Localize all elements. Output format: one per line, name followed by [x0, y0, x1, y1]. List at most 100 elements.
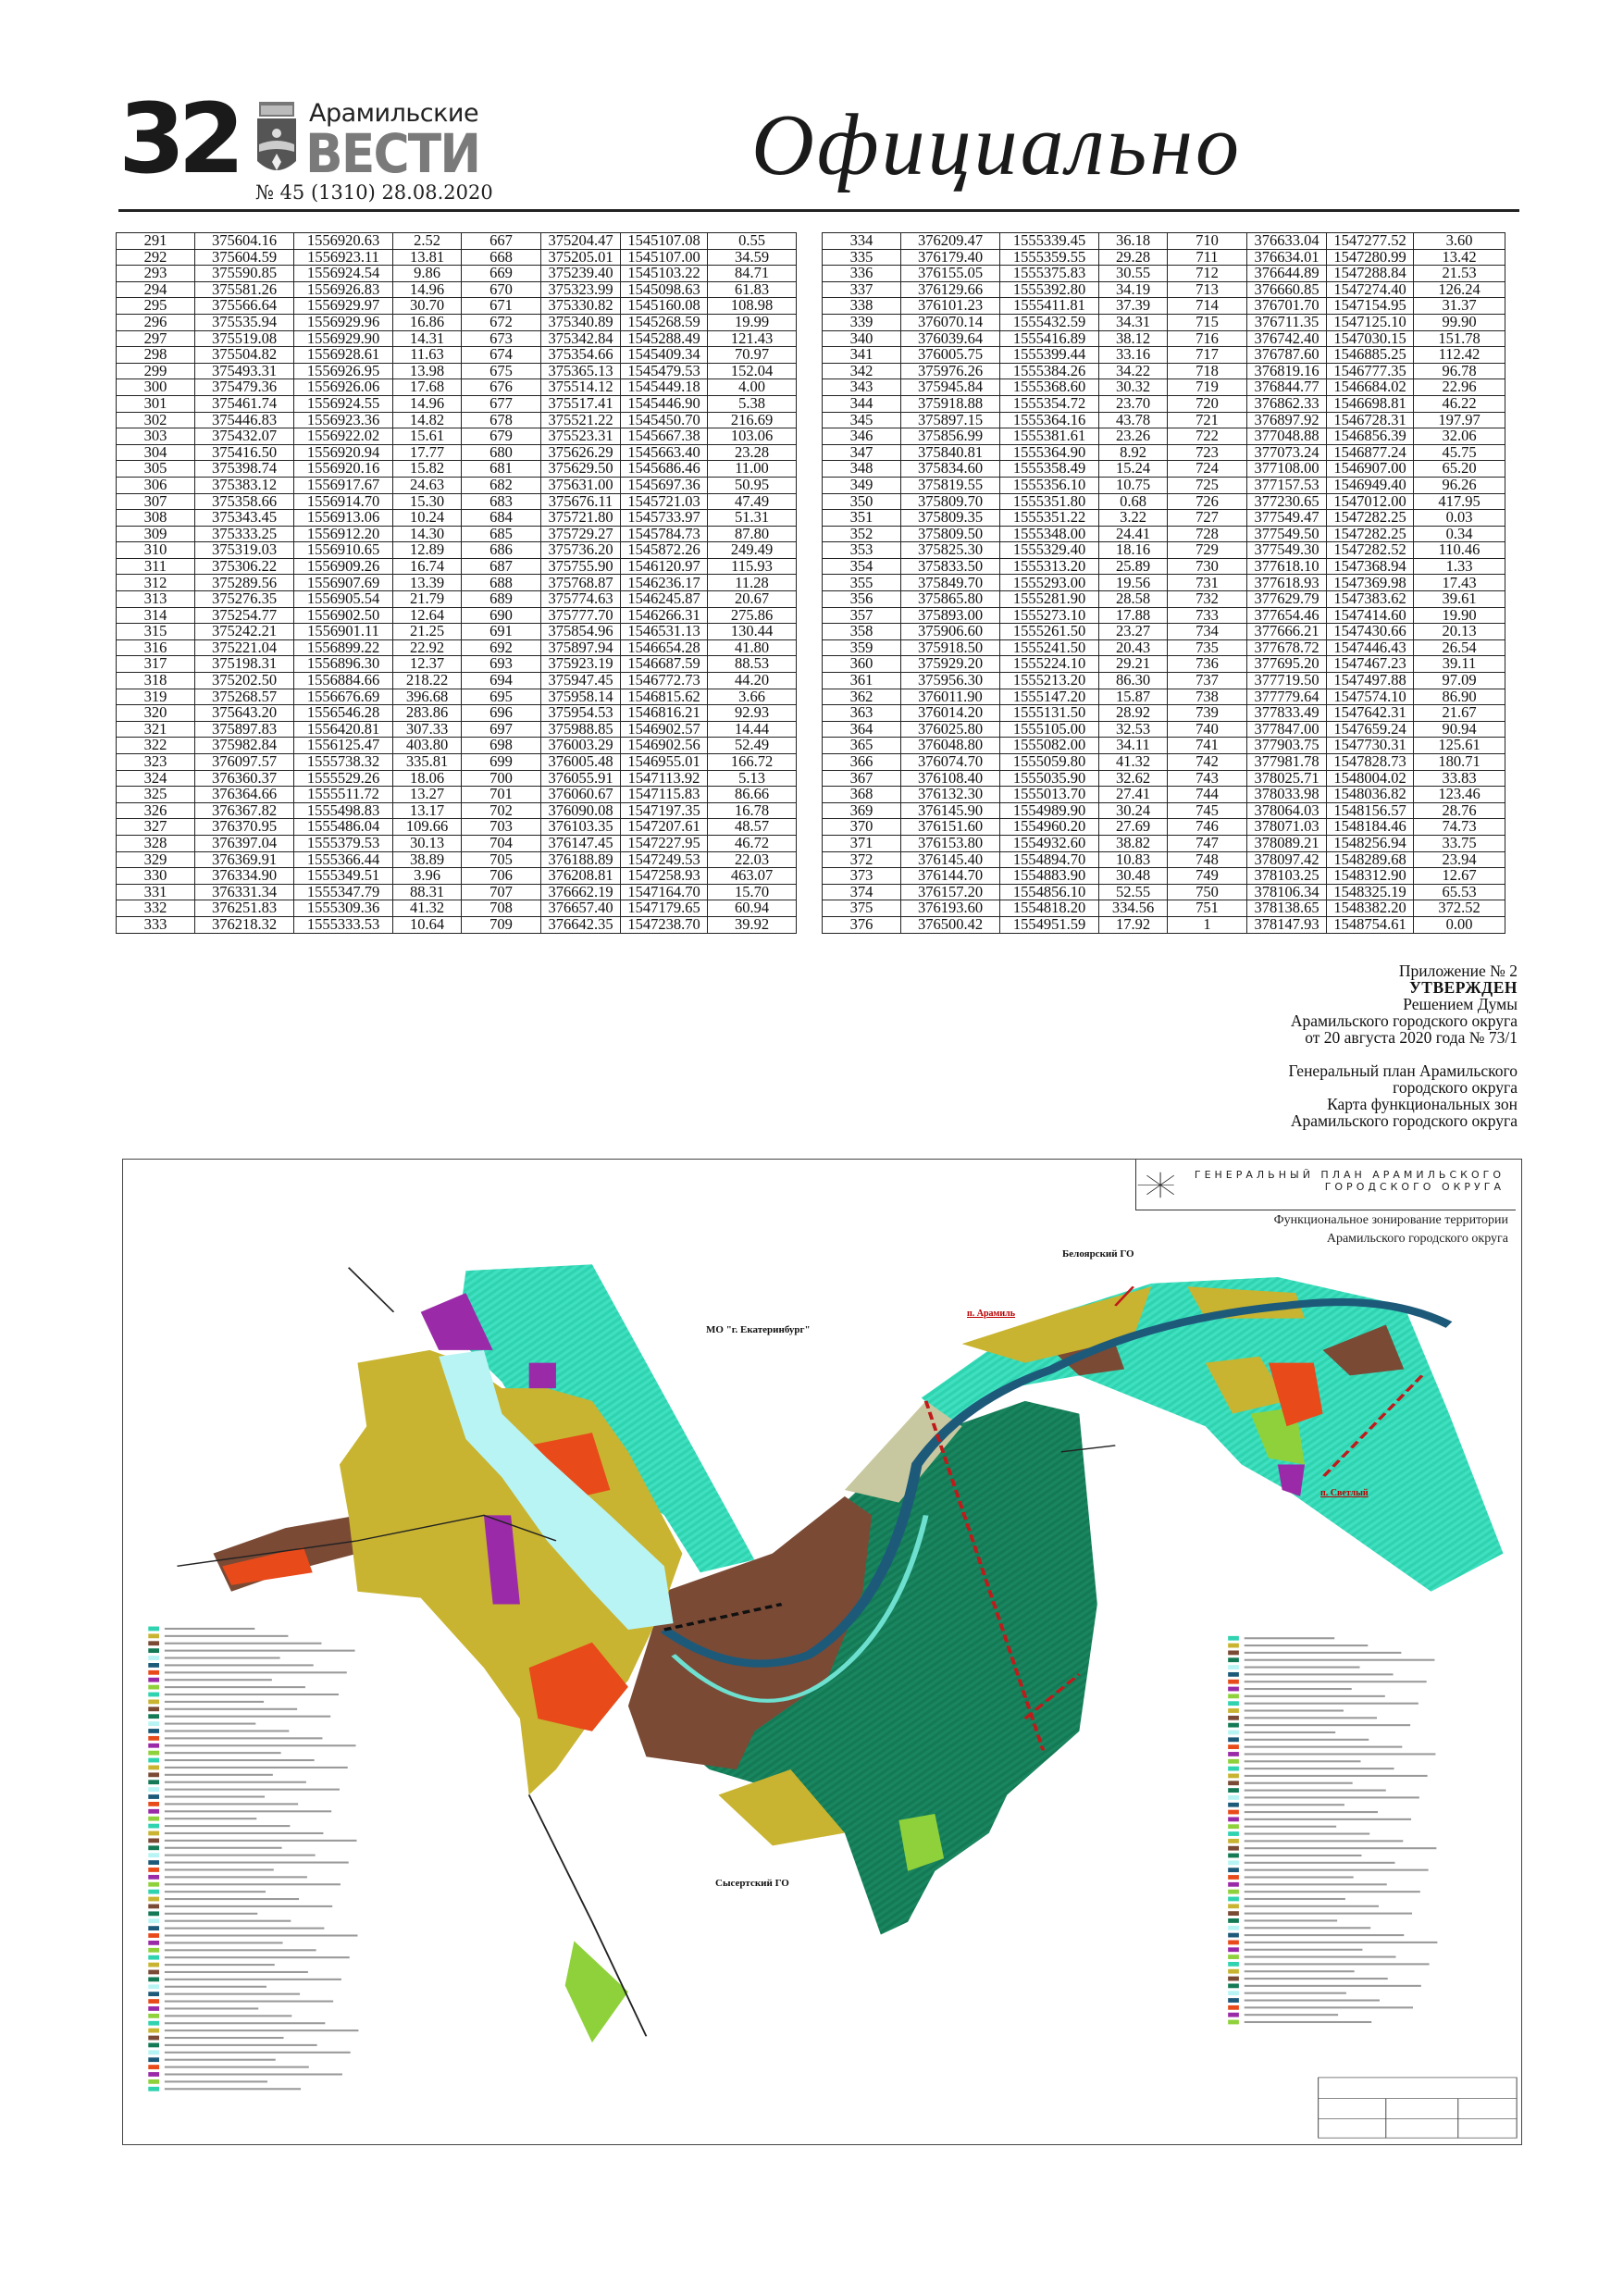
distance-cell: 11.63	[392, 346, 462, 364]
y-coordinate-cell: 1555358.49	[999, 460, 1099, 478]
point-number-cell: 697	[461, 720, 541, 738]
y-coordinate-cell: 1547274.40	[1326, 280, 1414, 299]
point-number-cell: 722	[1167, 428, 1247, 445]
lake	[439, 1349, 674, 1630]
point-number-cell: 751	[1167, 900, 1247, 917]
legend-swatch	[1228, 1781, 1239, 1786]
x-coordinate-cell: 376500.42	[900, 915, 1000, 934]
table-row: 310 375319.03 1556910.65 12.89 686 375736.20 1…	[116, 541, 797, 559]
y-coordinate-cell: 1555359.55	[999, 248, 1099, 267]
legend-swatch	[148, 1669, 159, 1675]
table-row: 329 376369.91 1555366.44 38.89 705 376188.89 1…	[116, 850, 797, 869]
legend-swatch	[148, 2042, 159, 2048]
legend-text-line	[1244, 1658, 1435, 1661]
table-row: 370 376151.60 1554960.20 27.69 746 378071.03 1…	[822, 818, 1505, 836]
point-number-cell: 305	[116, 460, 195, 478]
point-number-cell: 714	[1167, 297, 1247, 315]
point-number-cell: 325	[116, 786, 195, 803]
x-coordinate-cell: 376153.80	[900, 834, 1000, 852]
table-row: 312 375289.56 1556907.69 13.39 688 375768.87 1…	[116, 574, 797, 592]
legend-swatch	[148, 2006, 159, 2011]
x-coordinate-cell: 375504.82	[194, 346, 294, 364]
legend-text-line	[164, 1664, 314, 1667]
point-number-cell: 326	[116, 801, 195, 820]
legend-text-line	[1244, 2020, 1372, 2024]
distance-cell: 216.69	[707, 411, 797, 429]
distance-cell: 152.04	[707, 362, 797, 380]
map-title-line: ГОРОДСКОГО ОКРУГА	[1324, 1181, 1505, 1193]
legend-text-line	[164, 1788, 340, 1791]
distance-cell: 30.24	[1098, 801, 1168, 820]
distance-cell: 39.11	[1413, 655, 1505, 674]
legend-swatch	[1228, 1809, 1239, 1815]
x-coordinate-cell: 375825.30	[900, 541, 1000, 559]
point-number-cell: 731	[1167, 574, 1247, 592]
legend-text-line	[164, 2080, 267, 2083]
x-coordinate-cell: 378025.71	[1246, 769, 1327, 788]
x-coordinate-cell: 378103.25	[1246, 867, 1327, 885]
legend-text-line	[1244, 1781, 1353, 1784]
legend-swatch	[148, 1626, 159, 1632]
x-coordinate-cell: 375834.60	[900, 460, 1000, 478]
point-number-cell: 323	[116, 753, 195, 771]
legend-text-line	[164, 1759, 315, 1762]
x-coordinate-cell: 375897.15	[900, 411, 1000, 429]
legend-swatch	[148, 1641, 159, 1646]
legend-text-line	[164, 1854, 316, 1856]
distance-cell: 19.99	[707, 313, 797, 331]
distance-cell: 19.56	[1098, 574, 1168, 592]
point-number-cell: 296	[116, 313, 195, 331]
legend-text-line	[164, 1803, 299, 1806]
table-row: 302 375446.83 1556923.36 14.82 678 375521.22 1…	[116, 411, 797, 429]
legend-swatch	[1228, 1904, 1239, 1909]
x-coordinate-cell: 375774.63	[540, 590, 621, 608]
y-coordinate-cell: 1547115.83	[620, 786, 708, 803]
x-coordinate-cell: 376657.40	[540, 900, 621, 917]
legend-text-line	[164, 1927, 325, 1930]
table-row: 349 375819.55 1555356.10 10.75 725 377157.53 1…	[822, 476, 1505, 494]
y-coordinate-cell: 1546728.31	[1326, 411, 1414, 429]
legend-text-line	[1244, 1818, 1412, 1820]
point-number-cell: 344	[822, 394, 901, 413]
point-number-cell: 707	[461, 883, 541, 901]
distance-cell: 97.09	[1413, 672, 1505, 689]
distance-cell: 14.96	[392, 394, 462, 413]
table-row: 308 375343.45 1556913.06 10.24 684 375721.80 1…	[116, 509, 797, 527]
point-number-cell: 713	[1167, 280, 1247, 299]
point-number-cell: 331	[116, 883, 195, 901]
y-coordinate-cell: 1546236.17	[620, 574, 708, 592]
x-coordinate-cell: 376090.08	[540, 801, 621, 820]
x-coordinate-cell: 376014.20	[900, 704, 1000, 722]
map-title-line: ГЕНЕРАЛЬНЫЙ ПЛАН АРАМИЛЬСКОГО	[1194, 1169, 1505, 1181]
legend-swatch	[1228, 1773, 1239, 1779]
table-row: 300 375479.36 1556926.06 17.68 676 375514.12 1…	[116, 379, 797, 396]
y-coordinate-cell: 1556913.06	[293, 509, 393, 527]
legend-text-line	[1244, 1738, 1369, 1741]
distance-cell: 5.13	[707, 769, 797, 788]
x-coordinate-cell: 376644.89	[1246, 265, 1327, 282]
point-number-cell: 723	[1167, 443, 1247, 462]
y-coordinate-cell: 1555059.80	[999, 753, 1099, 771]
table-row: 326 376367.82 1555498.83 13.17 702 376090.08 1…	[116, 801, 797, 820]
y-coordinate-cell: 1546877.24	[1326, 443, 1414, 462]
point-number-cell: 717	[1167, 346, 1247, 364]
point-number-cell: 690	[461, 606, 541, 625]
legend-swatch	[1228, 1737, 1239, 1743]
legend-text-line	[164, 2015, 292, 2017]
distance-cell: 46.72	[707, 834, 797, 852]
distance-cell: 15.30	[392, 492, 462, 511]
issue-info: № 45 (1310) 28.08.2020	[255, 181, 493, 204]
legend-text-line	[1244, 1883, 1387, 1886]
legend-text-line	[1244, 1673, 1394, 1676]
legend-text-line	[164, 1891, 266, 1893]
x-coordinate-cell: 375833.50	[900, 557, 1000, 576]
point-number-cell: 667	[461, 232, 541, 250]
point-number-cell: 370	[822, 818, 901, 836]
y-coordinate-cell: 1547383.62	[1326, 590, 1414, 608]
x-coordinate-cell: 375856.99	[900, 428, 1000, 445]
point-number-cell: 709	[461, 915, 541, 934]
x-coordinate-cell: 376039.64	[900, 329, 1000, 348]
approved-label: УТВЕРЖДЕН	[1408, 978, 1518, 997]
y-coordinate-cell: 1555381.61	[999, 428, 1099, 445]
x-coordinate-cell: 375729.27	[540, 525, 621, 543]
